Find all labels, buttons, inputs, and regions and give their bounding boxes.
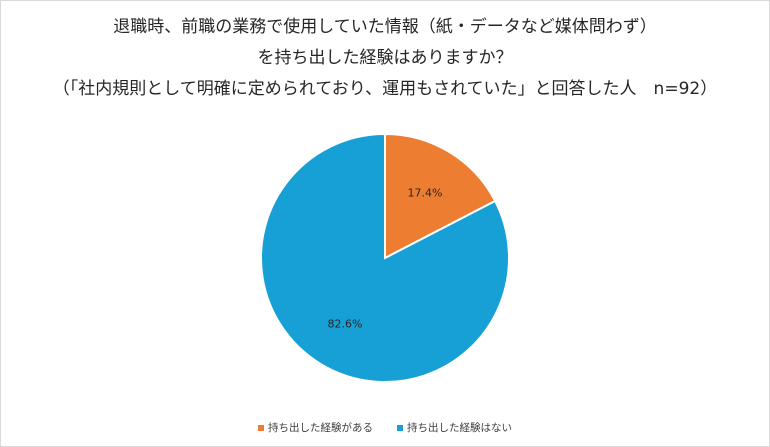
data-label-had-experience: 17.4% [407,186,442,199]
legend-label-had-experience: 持ち出した経験がある [268,422,373,434]
legend-swatch-no-experience [397,424,403,431]
chart-title-line-3: （「社内規則として明確に定められており、運用もされていた」と回答した人 n=92… [52,79,718,99]
pie-slice-no-experience [260,132,510,383]
legend: 持ち出した経験がある 持ち出した経験はない [0,420,770,435]
legend-item-no-experience: 持ち出した経験はない [397,420,512,435]
chart-title-line-2: を持ち出した経験はありますか？ [257,48,513,68]
legend-item-had-experience: 持ち出した経験がある [258,420,373,435]
chart-title-line-1: 退職時、前職の業務で使用していた情報（紙・データなど媒体問わず） [113,17,657,37]
legend-swatch-had-experience [258,424,264,431]
data-label-no-experience: 82.6% [328,318,363,331]
legend-label-no-experience: 持ち出した経験はない [407,422,512,434]
pie-slice-had-experience [384,132,497,260]
